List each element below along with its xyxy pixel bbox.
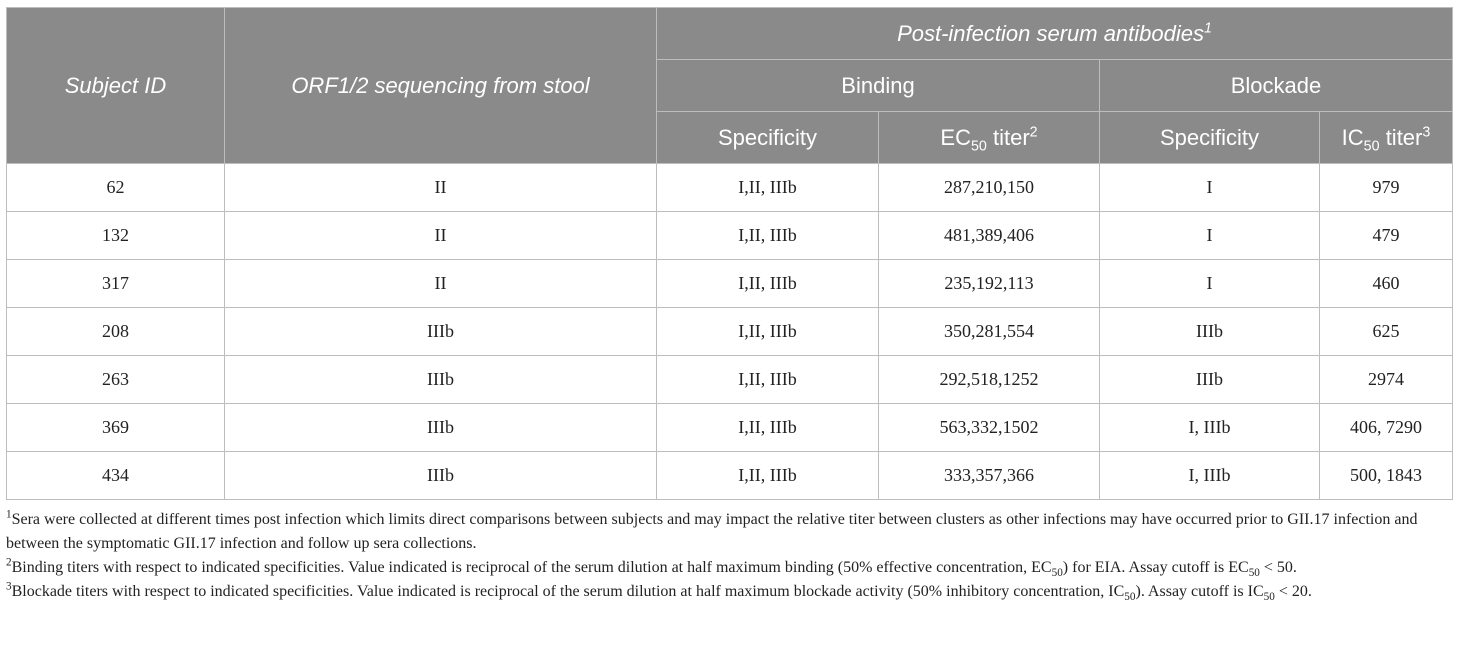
binding-specificity-cell: I,II, IIIb bbox=[656, 307, 879, 356]
footnote-ref-1: 1 bbox=[1204, 20, 1212, 37]
header-row-2: Binding Blockade bbox=[7, 59, 1454, 112]
footnote-1-marker: 1 bbox=[6, 508, 12, 521]
ic50-cell: 2974 bbox=[1318, 355, 1454, 404]
ec50-cell: 287,210,150 bbox=[878, 163, 1100, 212]
footnotes: 1Sera were collected at different times … bbox=[6, 508, 1454, 604]
footnote-3: 3Blockade titers with respect to indicat… bbox=[6, 580, 1312, 604]
ic50-titer-header: IC50 titer3 bbox=[1318, 111, 1454, 164]
subject-id-header: Subject ID bbox=[6, 7, 225, 164]
footnote-2: 2Binding titers with respect to indicate… bbox=[6, 556, 1297, 580]
orf-cell: IIIb bbox=[224, 451, 657, 500]
header-row-1: Subject ID ORF1/2 sequencing from stool … bbox=[6, 7, 1454, 164]
subject-id-cell: 208 bbox=[6, 307, 225, 356]
blockade-specificity-cell: I bbox=[1099, 211, 1320, 260]
footnote-1: 1Sera were collected at different times … bbox=[6, 508, 1454, 556]
subject-id-cell: 132 bbox=[6, 211, 225, 260]
post-infection-header: Post-infection serum antibodies1 bbox=[655, 7, 1454, 60]
footnote-ref-3: 3 bbox=[1422, 124, 1431, 141]
ic50-cell: 979 bbox=[1318, 163, 1454, 212]
binding-specificity-header: Specificity bbox=[656, 111, 879, 164]
binding-specificity-cell: I,II, IIIb bbox=[656, 355, 879, 404]
ec50-titer-header: EC50 titer2 bbox=[878, 111, 1100, 164]
ec50-cell: 481,389,406 bbox=[878, 211, 1100, 260]
subject-id-cell: 317 bbox=[6, 259, 225, 308]
table-row: 263 IIIb I,II, IIIb 292,518,1252 IIIb 29… bbox=[6, 355, 1454, 404]
ec50-cell: 350,281,554 bbox=[878, 307, 1100, 356]
table-row: 369 IIIb I,II, IIIb 563,332,1502 I, IIIb… bbox=[6, 403, 1454, 452]
subject-id-cell: 263 bbox=[6, 355, 225, 404]
ec50-cell: 333,357,366 bbox=[878, 451, 1100, 500]
footnote-2-marker: 2 bbox=[6, 556, 12, 569]
binding-specificity-cell: I,II, IIIb bbox=[656, 163, 879, 212]
blockade-specificity-cell: I bbox=[1099, 163, 1320, 212]
binding-specificity-cell: I,II, IIIb bbox=[656, 451, 879, 500]
ic50-cell: 500, 1843 bbox=[1318, 451, 1454, 500]
ic50-cell: 479 bbox=[1318, 211, 1454, 260]
footnote-3-marker: 3 bbox=[6, 580, 12, 593]
ic50-cell: 406, 7290 bbox=[1318, 403, 1454, 452]
blockade-header: Blockade bbox=[1098, 59, 1454, 112]
blockade-specificity-cell: I bbox=[1099, 259, 1320, 308]
table-row: 132 II I,II, IIIb 481,389,406 I 479 bbox=[6, 211, 1454, 260]
orf-cell: IIIb bbox=[224, 355, 657, 404]
blockade-specificity-header: Specificity bbox=[1099, 111, 1320, 164]
orf-cell: II bbox=[224, 211, 657, 260]
orf-cell: IIIb bbox=[224, 307, 657, 356]
binding-header: Binding bbox=[656, 59, 1100, 112]
ic50-cell: 460 bbox=[1318, 259, 1454, 308]
subject-id-cell: 434 bbox=[6, 451, 225, 500]
results-table: Subject ID ORF1/2 sequencing from stool … bbox=[6, 7, 1454, 500]
binding-specificity-cell: I,II, IIIb bbox=[656, 259, 879, 308]
subject-id-cell: 62 bbox=[6, 163, 225, 212]
footnote-ref-2: 2 bbox=[1029, 124, 1038, 141]
blockade-specificity-cell: IIIb bbox=[1099, 355, 1320, 404]
binding-specificity-cell: I,II, IIIb bbox=[656, 403, 879, 452]
table-body: 62 II I,II, IIIb 287,210,150 I 979 132 I… bbox=[6, 163, 1454, 500]
orf-cell: II bbox=[224, 163, 657, 212]
ec50-cell: 292,518,1252 bbox=[878, 355, 1100, 404]
table-row: 62 II I,II, IIIb 287,210,150 I 979 bbox=[6, 163, 1454, 212]
table-row: 434 IIIb I,II, IIIb 333,357,366 I, IIIb … bbox=[6, 451, 1454, 500]
orf-sequencing-header: ORF1/2 sequencing from stool bbox=[224, 7, 657, 164]
blockade-specificity-cell: IIIb bbox=[1099, 307, 1320, 356]
ic50-cell: 625 bbox=[1318, 307, 1454, 356]
ec50-cell: 563,332,1502 bbox=[878, 403, 1100, 452]
blockade-specificity-cell: I, IIIb bbox=[1099, 451, 1320, 500]
binding-specificity-cell: I,II, IIIb bbox=[656, 211, 879, 260]
table-header: Subject ID ORF1/2 sequencing from stool … bbox=[6, 7, 1454, 164]
table-row: 317 II I,II, IIIb 235,192,113 I 460 bbox=[6, 259, 1454, 308]
blockade-specificity-cell: I, IIIb bbox=[1099, 403, 1320, 452]
footnote-1-text: Sera were collected at different times p… bbox=[6, 511, 1418, 552]
orf-cell: II bbox=[224, 259, 657, 308]
table-row: 208 IIIb I,II, IIIb 350,281,554 IIIb 625 bbox=[6, 307, 1454, 356]
orf-cell: IIIb bbox=[224, 403, 657, 452]
subject-id-cell: 369 bbox=[6, 403, 225, 452]
ec50-cell: 235,192,113 bbox=[878, 259, 1100, 308]
